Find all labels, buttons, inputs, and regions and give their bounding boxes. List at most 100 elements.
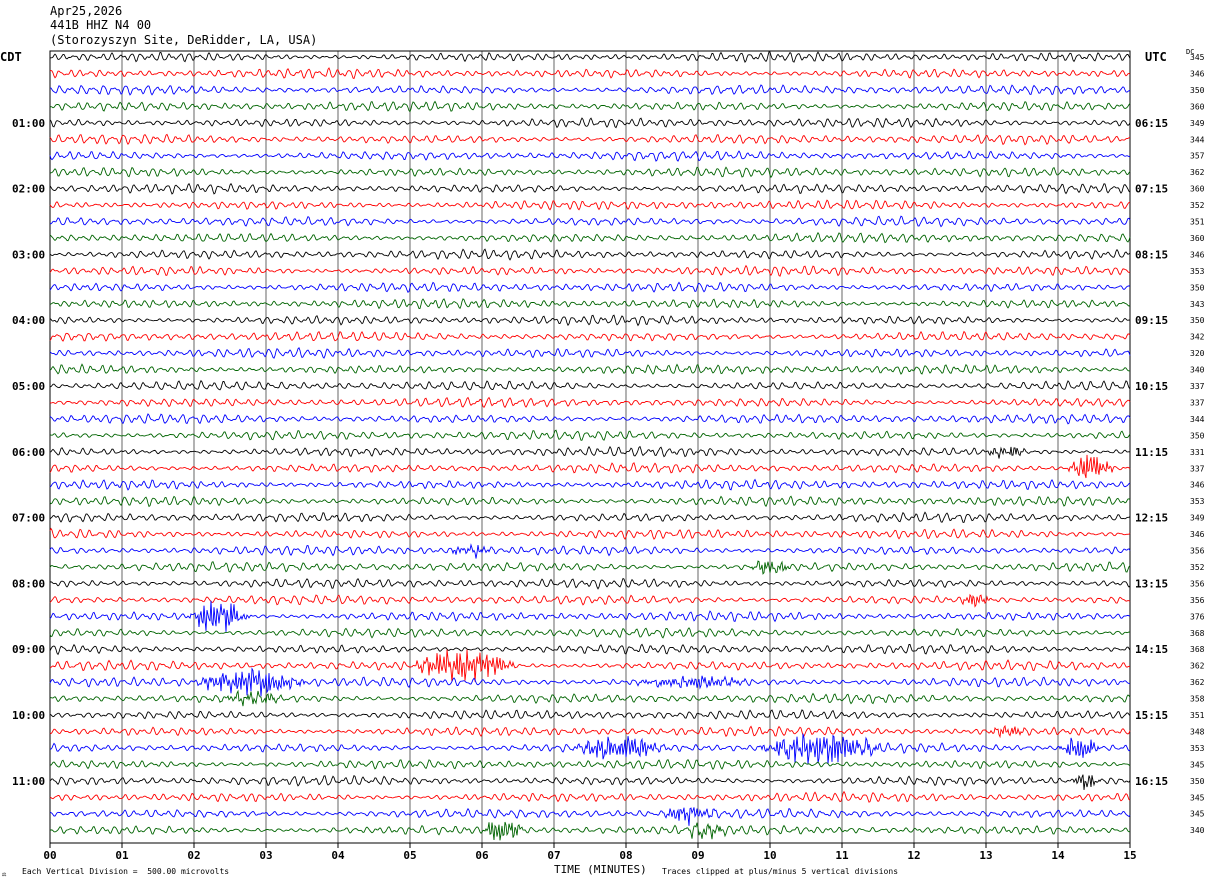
x-tick-label: 00 [43,849,56,862]
dc-offset-label: 348 [1190,727,1205,736]
x-tick-label: 04 [331,849,345,862]
site-name: (Storozyszyn Site, DeRidder, LA, USA) [50,33,318,47]
trace-line [49,231,1131,244]
trace-line [49,346,1131,359]
logo-icon: ⚖ [2,870,7,878]
cdt-hour-label: 02:00 [12,183,45,196]
cdt-axis-label: CDT [0,50,22,64]
dc-offset-label: 345 [1190,810,1205,819]
dc-offset-label: 345 [1190,760,1205,769]
trace-line [49,527,1131,540]
trace-line [49,543,1131,559]
trace-line [49,166,1131,179]
trace-line [49,182,1131,195]
cdt-hour-label: 05:00 [12,380,45,393]
x-tick-label: 02 [187,849,200,862]
trace-line [49,724,1131,739]
dc-offset-label: 346 [1190,530,1205,539]
dc-offset-label: 343 [1190,300,1205,309]
utc-hour-label: 08:15 [1135,248,1168,261]
trace-line [49,709,1131,720]
x-tick-label: 05 [403,849,416,862]
dc-offset-label: 346 [1190,481,1205,490]
trace-line [49,790,1131,803]
cdt-hour-label: 04:00 [12,314,45,327]
trace-line [49,577,1131,590]
utc-hour-label: 11:15 [1135,446,1168,459]
trace-line [49,396,1131,409]
dc-offset-label: 368 [1190,645,1205,654]
trace-line [49,117,1131,129]
trace-line [49,429,1131,441]
trace-line [49,445,1131,459]
x-tick-label: 14 [1051,849,1065,862]
dc-offset-label: 350 [1190,777,1205,786]
dc-offset-label: 351 [1190,711,1205,720]
dc-offset-label: 345 [1190,53,1205,62]
dc-offset-label: 346 [1190,69,1205,78]
dc-offset-label: 362 [1190,678,1205,687]
dc-offset-label: 353 [1190,744,1205,753]
x-tick-label: 07 [547,849,560,862]
clipping-note: Traces clipped at plus/minus 5 vertical … [662,867,899,876]
dc-offset-label: 360 [1190,185,1205,194]
cdt-hour-label: 09:00 [12,643,45,656]
cdt-hour-label: 07:00 [12,512,45,525]
trace-line [49,600,1131,632]
dc-offset-label: 357 [1190,152,1205,161]
dc-offset-label: 340 [1190,366,1205,375]
x-tick-label: 10 [763,849,776,862]
x-tick-label: 12 [907,849,920,862]
station-code: 441B HHZ N4 00 [50,18,152,32]
trace-line [49,689,1131,707]
utc-hour-label: 07:15 [1135,183,1168,196]
dc-offset-label: 345 [1190,793,1205,802]
trace-line [49,413,1131,425]
dc-offset-label: 353 [1190,267,1205,276]
x-tick-label: 06 [475,849,489,862]
trace-line [49,264,1131,277]
utc-hour-label: 14:15 [1135,643,1168,656]
trace-line [49,314,1131,327]
dc-offset-label: 340 [1190,826,1205,835]
dc-offset-label: 376 [1190,612,1205,621]
trace-line [49,298,1131,310]
cdt-hour-label: 03:00 [12,248,45,261]
trace-line [49,821,1131,841]
trace-line [49,51,1131,64]
dc-offset-label: 346 [1190,250,1205,259]
trace-line [49,758,1131,771]
dc-offset-label: 362 [1190,168,1205,177]
x-tick-label: 03 [259,849,272,862]
dc-offset-label: 362 [1190,662,1205,671]
trace-line [49,379,1131,391]
cdt-hour-label: 01:00 [12,117,45,130]
trace-line [49,649,1131,682]
x-tick-label: 01 [115,849,129,862]
utc-hour-label: 12:15 [1135,512,1168,525]
vertical-division-note: Each Vertical Division = 500.00 microvol… [22,867,230,876]
trace-line [49,84,1131,96]
dc-offset-label: 320 [1190,349,1205,358]
x-tick-label: 15 [1123,849,1136,862]
utc-hour-label: 13:15 [1135,577,1168,590]
trace-line [49,67,1131,80]
dc-offset-label: 352 [1190,563,1205,572]
trace-line [49,643,1131,656]
dc-offset-label: 337 [1190,398,1205,407]
dc-offset-label: 353 [1190,497,1205,506]
trace-line [49,248,1131,261]
dc-offset-label: 331 [1190,448,1205,457]
x-tick-label: 11 [835,849,849,862]
trace-line [49,495,1131,508]
dc-offset-label: 349 [1190,514,1205,523]
dc-offset-label: 344 [1190,415,1205,424]
dc-offset-label: 368 [1190,629,1205,638]
trace-line [49,774,1131,790]
dc-offset-label: 337 [1190,382,1205,391]
dc-offset-label: 358 [1190,695,1205,704]
trace-line [49,807,1131,826]
plot-frame [49,50,1131,844]
dc-offset-label: 350 [1190,86,1205,95]
